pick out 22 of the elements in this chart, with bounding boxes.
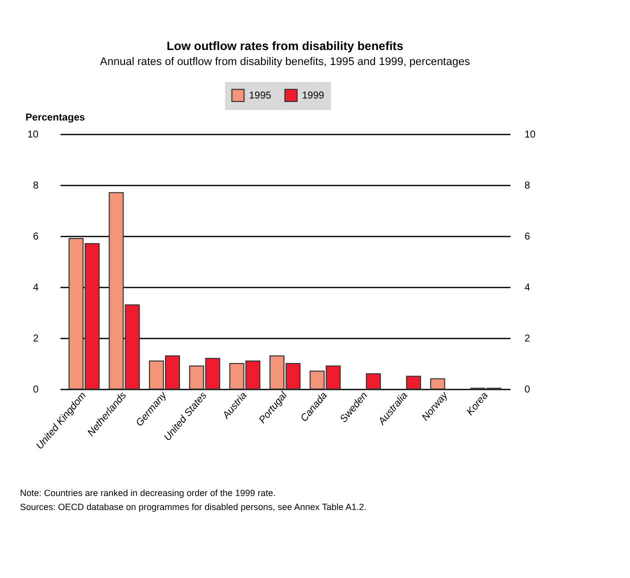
bar <box>406 376 422 390</box>
y2-tick-label: 6 <box>524 232 530 242</box>
y-tick-label: 0 <box>32 384 39 396</box>
legend-label: 1995 <box>249 90 272 102</box>
y-axis-title: Percentages <box>26 112 86 124</box>
legend-label: 1999 <box>302 90 325 102</box>
chart-subtitle: Annual rates of outflow from disability benefits, 1995 and 1999, percentages <box>100 56 470 68</box>
chart-title: Low outflow rates from disability benefits <box>166 39 404 53</box>
y-tick-label: 10 <box>27 130 39 140</box>
y2-tick-label: 8 <box>524 180 530 192</box>
bar <box>430 378 446 390</box>
y-tick-label: 4 <box>32 282 39 294</box>
y-tick-label: 2 <box>32 334 39 344</box>
bar <box>366 373 381 390</box>
source-note: Sources: OECD database on programmes for disabled persons, see Annex Table A1.2. <box>20 502 367 512</box>
y2-tick-label: 0 <box>524 384 530 396</box>
y2-tick-label: 4 <box>524 282 530 294</box>
y2-tick-label: 2 <box>524 334 530 344</box>
y-tick-label: 8 <box>32 180 39 192</box>
text: Note: Countries are ranked in decreasing order of the 1999 rate. <box>20 488 276 498</box>
y2-tick-label: 10 <box>524 130 536 140</box>
y-tick-label: 6 <box>32 232 39 242</box>
